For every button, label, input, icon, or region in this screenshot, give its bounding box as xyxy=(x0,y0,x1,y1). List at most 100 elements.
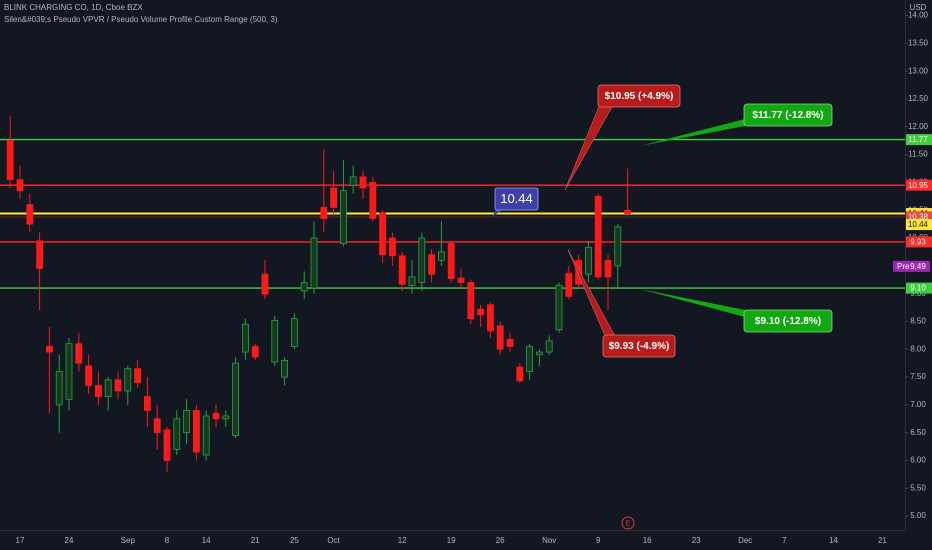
callout-box xyxy=(597,84,681,108)
x-tick-label: 26 xyxy=(496,536,505,545)
level-label-box xyxy=(906,236,932,248)
candle-body xyxy=(496,325,504,350)
candle-body xyxy=(124,368,132,392)
callout-text: $11.77 (-12.8%) xyxy=(752,110,823,121)
candle-body xyxy=(536,351,543,356)
y-tick-label: 8.50 xyxy=(910,317,926,326)
candle-body xyxy=(241,323,249,353)
level-label: 10.38 xyxy=(908,213,929,222)
candle-body xyxy=(388,237,396,257)
candle-body xyxy=(320,207,328,219)
candle-body xyxy=(104,379,112,397)
callout-pointer xyxy=(640,119,745,146)
x-tick-label: 19 xyxy=(447,536,456,545)
last-price-box xyxy=(906,219,932,231)
levels xyxy=(0,138,905,289)
candle-body xyxy=(594,195,602,278)
candle-body xyxy=(339,190,347,244)
level-label-box xyxy=(906,134,932,146)
candle-body xyxy=(477,308,485,316)
callout-box xyxy=(494,187,539,211)
x-tick-label: 24 xyxy=(65,536,74,545)
candle-body xyxy=(379,212,387,256)
x-tick-label: 12 xyxy=(398,536,407,545)
candle-body xyxy=(36,240,43,270)
y-tick-label: 7.50 xyxy=(910,372,926,381)
candle-body xyxy=(614,226,622,267)
candle-body xyxy=(565,273,573,297)
candle-body xyxy=(359,176,367,189)
candle-body xyxy=(437,251,445,261)
callouts: $10.95 (+4.9%) $11.77 (-12.8%) 10.44 $9.… xyxy=(492,84,833,358)
candle-body xyxy=(290,318,298,347)
y-tick-label: 13.00 xyxy=(908,66,929,75)
candle-body xyxy=(85,365,92,386)
x-tick-label: Dec xyxy=(738,536,752,545)
candle-body xyxy=(271,319,279,363)
level-label: 9.10 xyxy=(910,284,926,293)
pre-market-tag: Pre xyxy=(897,262,910,271)
x-tick-label: 21 xyxy=(878,536,887,545)
candle-body xyxy=(624,209,631,214)
x-tick-label: 8 xyxy=(165,536,170,545)
candle-body xyxy=(408,276,416,286)
pre-market-box xyxy=(893,260,930,272)
candle-body xyxy=(604,259,612,278)
axis: 5.005.506.006.507.007.508.008.509.009.50… xyxy=(16,11,932,545)
pre-market-value: 9.49 xyxy=(910,262,926,271)
callout-text: $9.93 (-4.9%) xyxy=(609,341,670,352)
x-tick-label: 23 xyxy=(692,536,701,545)
candle-body xyxy=(281,359,289,378)
candle-body xyxy=(183,410,191,434)
y-tick-label: 5.00 xyxy=(910,511,926,520)
candle-body xyxy=(457,277,465,283)
candle-body xyxy=(114,379,122,392)
candle-body xyxy=(202,415,210,456)
y-tick-label: 13.50 xyxy=(908,38,929,47)
candle-body xyxy=(212,412,220,420)
level-label-box xyxy=(906,179,932,191)
candle-body xyxy=(526,346,533,372)
x-tick-label: Sep xyxy=(121,536,136,545)
x-tick-label: 17 xyxy=(16,536,25,545)
candle-body xyxy=(398,255,406,285)
level-label: 9.93 xyxy=(910,238,926,247)
candle-body xyxy=(349,176,357,186)
candle-body xyxy=(26,204,34,225)
candle-body xyxy=(163,429,171,461)
level-label-box xyxy=(906,282,932,294)
candles xyxy=(6,115,631,472)
candle-body xyxy=(143,396,151,411)
y-tick-label: 7.00 xyxy=(910,400,926,409)
y-tick-label: 8.00 xyxy=(910,344,926,353)
x-tick-label: 25 xyxy=(290,536,299,545)
candle-body xyxy=(232,362,240,436)
candle-body xyxy=(153,418,161,434)
candle-body xyxy=(300,282,308,292)
candle-body xyxy=(173,418,181,450)
candle-body xyxy=(428,254,436,275)
y-tick-label: 5.50 xyxy=(910,483,926,492)
y-tick-label: 12.00 xyxy=(908,122,929,131)
candle-body xyxy=(65,343,73,400)
earnings-marker[interactable] xyxy=(621,516,635,530)
candle-body xyxy=(251,346,259,358)
candle-body xyxy=(369,182,377,219)
y-tick-label: 12.50 xyxy=(908,94,929,103)
candle-body xyxy=(467,282,475,320)
last-price-label: 10.44 xyxy=(908,220,929,229)
candle-body xyxy=(55,371,63,406)
level-label: 11.77 xyxy=(908,135,928,144)
candle-body xyxy=(506,338,514,347)
candle-body xyxy=(585,247,592,275)
earnings-marker-label[interactable]: E xyxy=(626,520,631,527)
candle-body xyxy=(555,284,563,331)
candle-body xyxy=(261,273,269,295)
callout-text: 10.44 xyxy=(500,191,533,206)
candle-body xyxy=(310,237,318,289)
candle-body xyxy=(545,340,553,353)
x-tick-label: Nov xyxy=(542,536,556,545)
callout-box xyxy=(743,309,833,333)
